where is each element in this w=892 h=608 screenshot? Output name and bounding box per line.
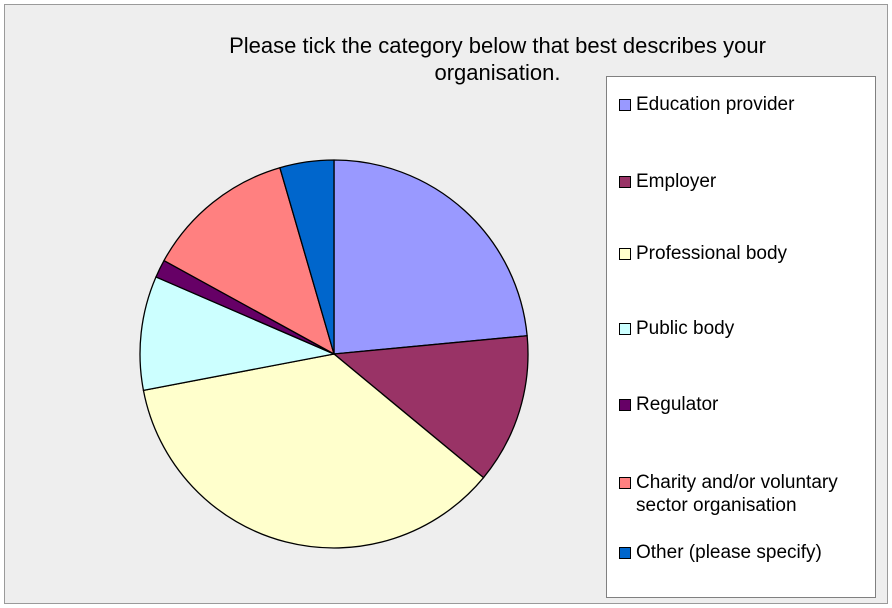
legend-swatch-3: [619, 248, 631, 260]
pie-chart: [139, 159, 529, 549]
legend-swatch-1: [619, 99, 631, 111]
legend-swatch-5: [619, 399, 631, 411]
legend-swatch-4: [619, 323, 631, 335]
pie-slice-4: [139, 276, 335, 391]
legend-label-2: Employer: [636, 171, 717, 192]
legend: Education provider Employer Professional b…: [606, 76, 876, 598]
legend-item-7: Other (please specify): [619, 541, 869, 564]
pie-slice-6: [163, 167, 335, 355]
legend-item-3: Professional body: [619, 242, 869, 265]
pie-slice-2: [333, 335, 529, 479]
legend-swatch-7: [619, 547, 631, 559]
legend-label-1: Education provider: [636, 94, 795, 115]
legend-swatch-2: [619, 176, 631, 188]
legend-label-5: Regulator: [636, 394, 719, 415]
legend-label-7: Other (please specify): [636, 542, 822, 563]
legend-label-6: Charity and/or voluntary sector organisa…: [636, 472, 838, 516]
legend-item-5: Regulator: [619, 393, 869, 416]
legend-swatch-6: [619, 477, 631, 489]
pie-slice-1: [333, 159, 528, 355]
legend-item-2: Employer: [619, 170, 869, 193]
chart-title: Please tick the category below that best…: [229, 33, 766, 85]
legend-item-6: Charity and/or voluntary sector organisa…: [619, 471, 869, 517]
pie-slice-3: [142, 353, 485, 549]
legend-label-3: Professional body: [636, 243, 788, 264]
legend-item-4: Public body: [619, 317, 869, 340]
legend-label-4: Public body: [636, 318, 735, 339]
legend-item-1: Education provider: [619, 93, 869, 116]
pie-slice-7: [279, 159, 335, 355]
